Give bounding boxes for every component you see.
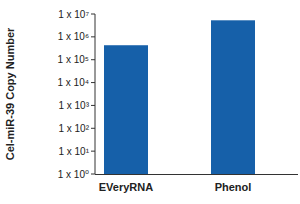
y-axis-label: Cel-miR-39 Copy Number — [4, 27, 16, 160]
y-tick-label: 1 x 10⁴ — [57, 77, 89, 88]
y-tick — [91, 174, 95, 175]
y-tick — [91, 59, 95, 60]
y-tick-label: 1 x 10⁷ — [58, 9, 89, 20]
chart-svg: 1 x 10⁰ 1 x 10¹ 1 x 10² 1 x 10³ 1 x 10⁴ 1 x 1… — [0, 0, 300, 204]
y-axis — [95, 14, 96, 174]
y-tick — [91, 14, 95, 15]
y-tick-label: 1 x 10⁵ — [58, 54, 89, 65]
chart: 1 x 10⁰ 1 x 10¹ 1 x 10² 1 x 10³ 1 x 10⁴ 1 x 1… — [0, 0, 300, 204]
y-tick-label: 1 x 10⁰ — [58, 169, 89, 180]
y-tick — [91, 105, 95, 106]
y-tick-label: 1 x 10⁶ — [58, 31, 89, 42]
bar — [211, 20, 255, 174]
y-tick-label: 1 x 10² — [58, 123, 89, 134]
x-axis — [95, 174, 298, 175]
y-tick-label: 1 x 10³ — [58, 100, 89, 111]
y-tick — [91, 36, 95, 37]
y-tick-label: 1 x 10¹ — [58, 146, 89, 157]
y-tick — [91, 82, 95, 83]
bar — [104, 45, 148, 174]
y-tick — [91, 128, 95, 129]
y-tick — [91, 151, 95, 152]
bars — [104, 20, 255, 174]
x-tick-label: Phenol — [215, 181, 252, 193]
x-tick-label: EVeryRNA — [99, 181, 153, 193]
